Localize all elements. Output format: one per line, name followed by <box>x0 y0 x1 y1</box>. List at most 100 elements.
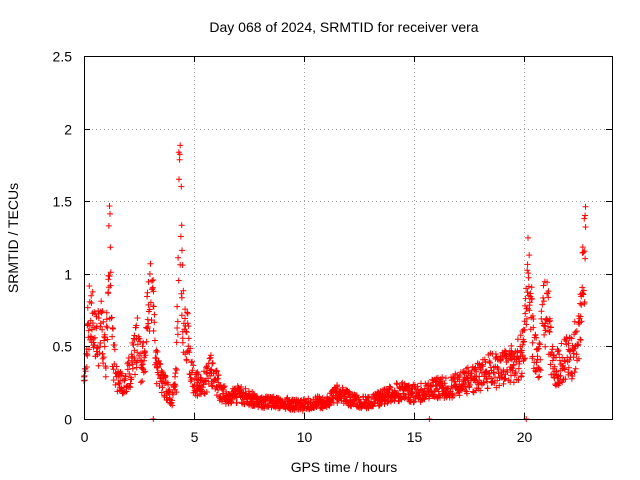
data-point <box>512 369 519 376</box>
data-point <box>106 203 113 209</box>
data-point <box>139 378 146 385</box>
data-point <box>393 380 400 387</box>
data-point <box>142 352 149 359</box>
data-point <box>132 371 138 378</box>
data-point <box>89 320 96 327</box>
y-tick-label: 0.5 <box>53 339 73 355</box>
data-point <box>86 322 93 329</box>
data-point <box>126 362 133 369</box>
data-point <box>91 342 98 349</box>
data-point <box>185 335 192 342</box>
data-point <box>86 346 92 353</box>
data-point <box>144 289 151 296</box>
data-point <box>105 289 112 296</box>
data-point <box>522 295 529 302</box>
data-point <box>553 354 559 361</box>
data-point <box>104 336 111 343</box>
data-point <box>518 347 525 354</box>
data-point <box>120 389 127 396</box>
data-point <box>103 323 110 330</box>
data-point <box>178 183 185 190</box>
data-point <box>579 290 585 297</box>
data-point <box>562 376 569 383</box>
data-point <box>151 311 158 318</box>
data-point <box>518 370 525 377</box>
data-point <box>158 367 165 374</box>
data-point <box>518 373 525 379</box>
data-point <box>456 373 463 379</box>
data-point <box>187 345 194 352</box>
data-point <box>124 366 131 373</box>
data-point <box>569 373 576 379</box>
data-point <box>528 284 535 291</box>
data-point <box>185 323 192 330</box>
data-point <box>565 340 572 347</box>
data-point <box>577 337 584 343</box>
data-point <box>581 299 588 306</box>
data-point <box>464 390 470 397</box>
data-point <box>105 276 112 283</box>
data-point <box>526 307 533 314</box>
data-point <box>491 369 497 376</box>
data-point <box>137 379 144 386</box>
data-point <box>110 325 116 332</box>
data-point <box>540 282 547 289</box>
data-point <box>170 391 176 398</box>
data-point <box>166 386 173 393</box>
data-point <box>527 290 534 297</box>
data-point <box>177 142 184 149</box>
data-point <box>162 372 169 379</box>
data-point <box>82 368 89 375</box>
data-point <box>86 283 93 289</box>
data-point <box>174 318 181 325</box>
data-point <box>573 351 580 358</box>
data-point <box>406 382 412 389</box>
data-point <box>195 371 202 378</box>
data-point <box>547 317 554 324</box>
data-point <box>522 302 529 309</box>
data-point <box>416 392 423 399</box>
data-point <box>209 360 216 367</box>
grid-lines <box>84 56 612 419</box>
data-point <box>536 340 543 347</box>
data-point <box>209 382 216 389</box>
data-point <box>516 358 523 365</box>
data-point <box>556 351 563 358</box>
data-point <box>179 247 185 254</box>
data-point <box>524 289 531 296</box>
data-point <box>98 298 105 305</box>
data-point <box>529 313 536 319</box>
data-point <box>365 394 372 401</box>
data-point <box>189 358 196 365</box>
data-point <box>547 361 554 368</box>
plot-frame <box>84 56 613 420</box>
data-point <box>206 355 213 362</box>
data-point <box>184 309 191 316</box>
data-point <box>537 341 543 348</box>
data-point <box>504 369 511 375</box>
data-point <box>492 374 498 381</box>
data-point <box>522 310 529 317</box>
data-point <box>207 367 214 374</box>
data-point <box>525 283 532 290</box>
data-point <box>456 392 463 399</box>
data-point <box>537 367 544 374</box>
x-tick-label: 10 <box>297 429 313 445</box>
data-point <box>450 392 457 399</box>
data-point <box>264 402 271 409</box>
data-point <box>173 367 180 373</box>
data-point <box>580 287 587 294</box>
data-point <box>145 278 152 285</box>
data-point <box>179 339 186 346</box>
data-point <box>88 300 95 306</box>
data-point <box>495 366 502 372</box>
data-point <box>107 244 114 251</box>
data-point <box>151 319 158 326</box>
data-point <box>150 327 157 334</box>
data-point <box>100 354 107 361</box>
data-point <box>434 385 441 392</box>
data-point <box>530 324 537 331</box>
data-point <box>142 368 149 375</box>
data-point <box>213 368 220 375</box>
data-point <box>534 353 541 360</box>
